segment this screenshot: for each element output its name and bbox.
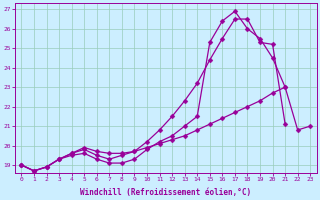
X-axis label: Windchill (Refroidissement éolien,°C): Windchill (Refroidissement éolien,°C) xyxy=(80,188,252,197)
